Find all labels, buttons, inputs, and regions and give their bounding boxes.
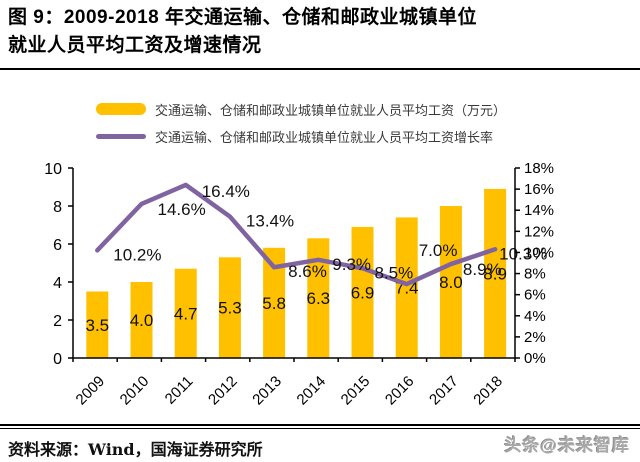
right-tick-label: 16%	[524, 181, 554, 198]
wage-bar-label-2009: 3.5	[85, 316, 109, 335]
wage-bar-label-2018: 8.9	[483, 264, 507, 283]
figure-title: 图 9：2009-2018 年交通运输、仓储和邮政业城镇单位 就业人员平均工资及…	[8, 4, 632, 60]
wage-bar-2017	[439, 206, 462, 358]
wage-bar-label-2014: 6.3	[306, 289, 330, 308]
wage-bar-2009	[86, 291, 109, 358]
left-tick-label: 2	[53, 313, 62, 330]
right-tick-label: 2%	[524, 329, 546, 346]
growth-label-2011: 16.4%	[202, 182, 250, 201]
bottom-divider	[0, 424, 640, 429]
growth-label-2014: 9.3%	[332, 255, 371, 274]
x-tick-label-2014: 2014	[294, 373, 330, 409]
wage-bar-2013	[263, 247, 286, 358]
wage-bar-label-2013: 5.8	[262, 294, 286, 313]
legend-item-growth-rate: 交通运输、仓储和邮政业城镇单位就业人员平均工资增长率	[96, 127, 506, 145]
legend-label-growth-rate: 交通运输、仓储和邮政业城镇单位就业人员平均工资增长率	[155, 129, 494, 145]
figure-title-line1: 图 9：2009-2018 年交通运输、仓储和邮政业城镇单位	[8, 7, 477, 28]
x-tick-label-2011: 2011	[162, 373, 197, 408]
figure-title-line2: 就业人员平均工资及增速情况	[8, 35, 262, 56]
left-tick-label: 4	[53, 275, 62, 292]
growth-label-2012: 13.4%	[246, 212, 294, 231]
wage-bar-label-2012: 5.3	[218, 299, 242, 318]
wage-bar-label-2017: 8.0	[439, 273, 463, 292]
right-tick-label: 18%	[524, 160, 554, 177]
title-divider	[0, 68, 640, 70]
combo-chart: 3.5 4.0 4.7 5.3 5.8 6.3 6.9 7.4 8.0 8.910.2%14.6%…	[44, 160, 554, 409]
growth-line	[95, 182, 498, 287]
right-tick-label: 6%	[524, 287, 546, 304]
wage-bar-label-2011: 4.7	[174, 304, 198, 323]
wage-bar-2012	[218, 257, 241, 358]
growth-label-2013: 8.6%	[288, 262, 327, 281]
wage-bar-2010	[130, 282, 153, 358]
growth-label-2017: 8.9%	[463, 260, 502, 279]
left-tick-label: 10	[44, 161, 62, 178]
wage-bar-2018	[484, 188, 507, 358]
growth-label-2016: 7.0%	[419, 241, 458, 260]
wage-bar-2011	[174, 268, 197, 358]
watermark: 头条@未来智库	[504, 436, 630, 455]
x-tick-label-2018: 2018	[470, 373, 506, 409]
x-tick-label-2017: 2017	[426, 373, 462, 409]
x-tick-label-2016: 2016	[382, 373, 418, 409]
growth-label-2009: 10.2%	[113, 245, 161, 264]
x-tick-label-2015: 2015	[338, 373, 374, 409]
wage-bar-2014	[307, 238, 330, 358]
right-tick-label: 8%	[524, 266, 546, 283]
right-tick-label: 12%	[524, 223, 554, 240]
legend-label-avg-wage: 交通运输、仓储和邮政业城镇单位就业人员平均工资（万元）	[155, 102, 507, 118]
x-tick-label-2013: 2013	[249, 373, 285, 409]
right-tick-label: 14%	[524, 202, 554, 219]
wage-bar-2016	[395, 217, 418, 358]
left-tick-label: 6	[53, 237, 62, 254]
legend-item-avg-wage: 交通运输、仓储和邮政业城镇单位就业人员平均工资（万元）	[96, 100, 506, 118]
x-tick-label-2012: 2012	[205, 373, 241, 409]
x-tick-label-2009: 2009	[73, 373, 109, 409]
right-tick-label: 10%	[524, 244, 554, 261]
left-tick-label: 0	[53, 351, 62, 368]
left-tick-label: 8	[53, 199, 62, 216]
line-series-swatch-icon	[96, 133, 146, 139]
chart-legend: 交通运输、仓储和邮政业城镇单位就业人员平均工资（万元） 交通运输、仓储和邮政业城…	[96, 100, 506, 154]
right-tick-label: 0%	[524, 350, 546, 367]
growth-label-2015: 8.5%	[375, 263, 414, 282]
x-tick-label-2010: 2010	[117, 373, 153, 409]
right-tick-label: 4%	[524, 308, 546, 325]
wage-bar-label-2015: 6.9	[351, 283, 375, 302]
bar-series-swatch-icon	[96, 103, 146, 115]
source-note: 资料来源：Wind，国海证券研究所	[8, 440, 263, 459]
wage-bar-label-2010: 4.0	[130, 311, 154, 330]
growth-label-2018: 10.3%	[499, 244, 547, 263]
growth-label-2010: 14.6%	[158, 200, 206, 219]
wage-bar-2015	[351, 226, 374, 358]
